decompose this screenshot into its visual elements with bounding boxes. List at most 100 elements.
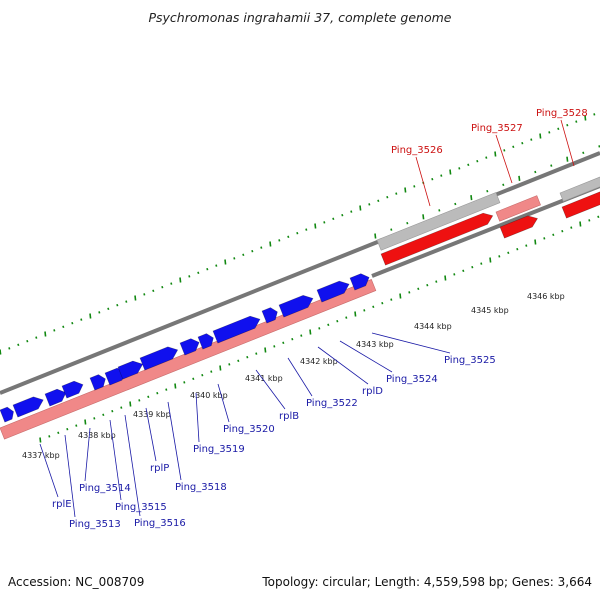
plus-strand-gene-12 xyxy=(278,295,314,318)
tick-mark xyxy=(35,336,38,339)
tick-mark xyxy=(305,228,308,231)
tick-mark xyxy=(570,226,573,229)
gene-label: Ping_3514 xyxy=(79,483,131,494)
scale-label: 4341 kbp xyxy=(245,374,283,383)
tick-marks xyxy=(0,113,600,443)
scale-label: 4342 kbp xyxy=(300,357,338,366)
tick-mark xyxy=(512,145,515,149)
feature-tracks xyxy=(0,151,600,440)
gene-label: Ping_3524 xyxy=(386,374,438,385)
tick-mark xyxy=(237,359,240,363)
tick-mark xyxy=(44,331,47,337)
tick-mark xyxy=(470,195,473,201)
tick-mark xyxy=(507,251,510,255)
tick-mark xyxy=(359,205,362,211)
tick-mark xyxy=(566,156,569,162)
tick-mark xyxy=(444,275,447,281)
gc-band-pink-right-rect xyxy=(495,195,541,222)
tick-mark xyxy=(557,127,560,131)
tick-mark xyxy=(561,229,564,233)
label-leader-line xyxy=(371,332,451,354)
tick-mark xyxy=(363,309,366,312)
gene-label: Ping_3519 xyxy=(193,444,245,455)
minus-strand-gene-0 xyxy=(380,212,494,266)
tick-mark xyxy=(332,217,335,221)
tick-mark xyxy=(435,280,438,283)
plus-strand-gene-3 xyxy=(61,380,84,399)
tick-mark xyxy=(550,164,553,167)
plus-strand-gene-10 xyxy=(212,315,261,344)
plus-strand-gene-14-shape xyxy=(349,273,370,291)
tick-mark xyxy=(89,313,92,319)
scale-labels: 4337 kbp 4338 kbp 4339 kbp 4340 kbp 4341 kbp… xyxy=(22,292,565,460)
plus-strand-gene-1 xyxy=(12,396,44,418)
tick-mark xyxy=(426,283,429,287)
tick-mark xyxy=(503,149,506,152)
genome-backbone-right xyxy=(371,184,600,278)
tick-mark xyxy=(386,195,389,199)
label-leader-line xyxy=(217,383,230,423)
tick-mark xyxy=(593,113,596,116)
tick-mark xyxy=(129,401,132,407)
tick-mark xyxy=(516,247,519,251)
scale-label: 4337 kbp xyxy=(22,451,60,460)
tick-mark xyxy=(525,244,528,247)
plus-strand-gene-2 xyxy=(44,388,67,407)
genome-summary-text: Topology: circular; Length: 4,559,598 bp… xyxy=(261,575,592,589)
tick-mark xyxy=(93,417,96,420)
tick-mark xyxy=(242,253,245,257)
minus-strand-gene-2 xyxy=(561,191,600,219)
gene-label: Ping_3522 xyxy=(306,398,358,409)
tick-mark xyxy=(518,175,521,181)
minus-strand-gene-0-shape xyxy=(380,212,494,266)
tick-mark xyxy=(467,163,470,167)
scale-label: 4346 kbp xyxy=(527,292,565,301)
tick-mark xyxy=(323,221,326,224)
tick-mark xyxy=(210,370,213,373)
tick-mark xyxy=(71,321,74,325)
gc-band-pink-right xyxy=(495,195,541,222)
tick-mark xyxy=(471,265,474,269)
tick-mark xyxy=(476,159,479,163)
tick-mark xyxy=(462,269,465,273)
tick-mark xyxy=(188,275,191,278)
tick-mark xyxy=(125,300,128,303)
tick-mark xyxy=(449,169,452,175)
gene-label: rplE xyxy=(52,499,72,510)
tick-mark xyxy=(438,209,441,212)
tick-mark xyxy=(116,303,119,307)
plus-strand-gene-7-shape xyxy=(139,346,179,371)
gene-label: Ping_3518 xyxy=(175,482,227,493)
tick-mark xyxy=(413,185,416,188)
gene-label: rplB xyxy=(279,411,299,422)
tick-mark xyxy=(66,427,69,431)
tick-mark xyxy=(120,406,123,409)
gc-band-gray-right xyxy=(559,174,600,202)
tick-mark xyxy=(156,391,159,395)
tick-mark xyxy=(8,347,11,350)
plus-strand-gene-9 xyxy=(197,333,214,350)
tick-mark xyxy=(534,239,537,245)
scale-label: 4338 kbp xyxy=(78,431,116,440)
plus-strand-gene-13 xyxy=(316,280,350,303)
tick-mark xyxy=(201,373,204,377)
gene-label: rplP xyxy=(150,463,169,474)
tick-mark xyxy=(233,257,236,260)
tick-mark xyxy=(192,377,195,381)
tick-mark xyxy=(374,233,377,239)
label-leader-line xyxy=(109,419,122,501)
gc-band-gray xyxy=(376,192,501,251)
tick-mark xyxy=(134,295,137,301)
plus-strand-gene-1-shape xyxy=(12,396,44,418)
tick-mark xyxy=(183,381,186,384)
gene-label-red: Ping_3526 xyxy=(391,145,443,156)
label-leader-line-red xyxy=(415,156,431,207)
gene-label: Ping_3520 xyxy=(223,424,275,435)
plus-strand-gene-11-shape xyxy=(261,307,278,324)
tick-mark xyxy=(458,167,461,170)
gene-label: Ping_3516 xyxy=(134,518,186,529)
gene-features xyxy=(0,191,600,423)
gene-label: rplD xyxy=(362,386,383,397)
gc-band-gray-rect xyxy=(376,192,501,251)
tick-mark xyxy=(224,259,227,265)
